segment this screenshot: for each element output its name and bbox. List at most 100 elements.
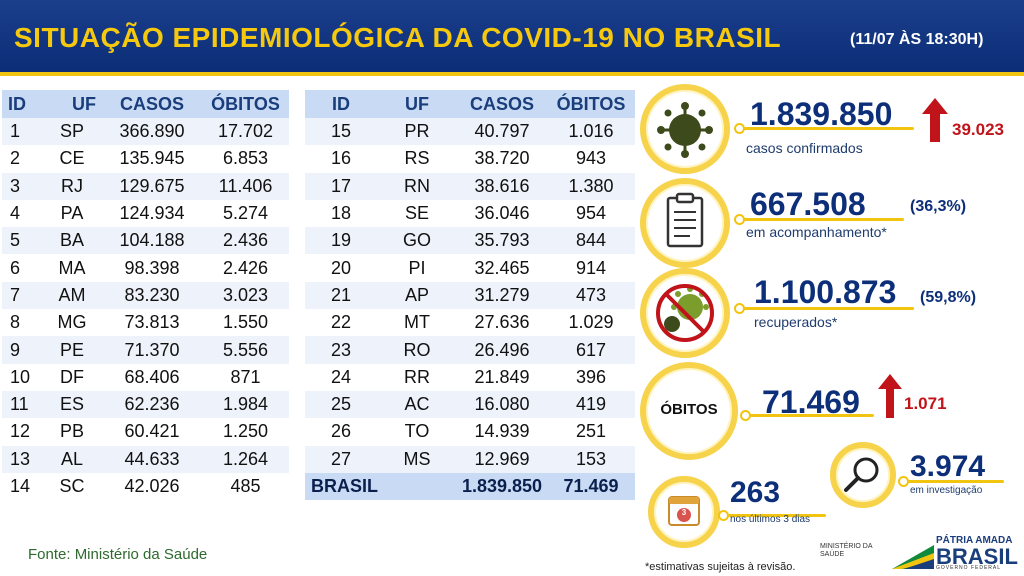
row-cases: 36.046 — [457, 199, 547, 228]
row-cases: 124.934 — [102, 199, 202, 228]
row-deaths: 914 — [547, 254, 635, 282]
connector-line — [728, 514, 826, 517]
no-virus-icon — [656, 284, 714, 342]
table-row: 22 MT 27.636 1.029 — [305, 309, 635, 337]
ministry-logo: MINISTÉRIO DA SAÚDE — [820, 543, 873, 558]
recovered-percent: (59,8%) — [920, 289, 977, 306]
row-deaths: 871 — [202, 363, 289, 391]
row-id: 16 — [305, 145, 377, 173]
row-cases: 21.849 — [457, 363, 547, 391]
row-uf: MT — [377, 309, 457, 337]
row-id: 24 — [305, 363, 377, 391]
row-cases: 44.633 — [102, 445, 202, 473]
row-deaths: 617 — [547, 336, 635, 364]
table-row: 7 AM 83.230 3.023 — [2, 281, 289, 310]
row-uf: BA — [42, 227, 102, 255]
table-row: 21 AP 31.279 473 — [305, 281, 635, 310]
confirmed-circle — [640, 84, 730, 174]
row-uf: RO — [377, 336, 457, 364]
row-uf: RJ — [42, 172, 102, 200]
col-id: ID — [305, 90, 377, 118]
col-deaths: ÓBITOS — [547, 90, 635, 118]
page-title: SITUAÇÃO EPIDEMIOLÓGICA DA COVID-19 NO B… — [14, 22, 782, 53]
row-deaths: 17.702 — [202, 118, 289, 146]
row-id: 9 — [2, 336, 42, 364]
table-row: 11 ES 62.236 1.984 — [2, 390, 289, 419]
row-uf: RR — [377, 363, 457, 391]
row-deaths: 3.023 — [202, 281, 289, 310]
row-id: 18 — [305, 199, 377, 228]
deaths-value: 71.469 — [762, 384, 860, 420]
deaths-delta: 1.071 — [904, 394, 947, 413]
row-cases: 83.230 — [102, 281, 202, 310]
table-row: 20 PI 32.465 914 — [305, 254, 635, 282]
row-deaths: 954 — [547, 199, 635, 228]
row-id: 4 — [2, 199, 42, 228]
row-id: 17 — [305, 172, 377, 200]
row-uf: SP — [42, 118, 102, 146]
row-id: 20 — [305, 254, 377, 282]
recovered-value: 1.100.873 — [754, 274, 897, 310]
row-uf: PA — [42, 199, 102, 228]
table-row: 1 SP 366.890 17.702 — [2, 118, 289, 146]
total-label: BRASIL — [305, 472, 457, 501]
table-header-row: ID UF CASOS ÓBITOS — [305, 90, 635, 118]
clipboard-icon — [666, 192, 704, 248]
row-deaths: 1.250 — [202, 418, 289, 446]
row-cases: 104.188 — [102, 227, 202, 255]
calendar-number: 3 — [681, 508, 687, 517]
table-row: 18 SE 36.046 954 — [305, 199, 635, 228]
recovered-circle — [640, 268, 730, 358]
table-row: 8 MG 73.813 1.550 — [2, 309, 289, 337]
row-id: 22 — [305, 309, 377, 337]
row-id: 23 — [305, 336, 377, 364]
row-deaths: 5.556 — [202, 336, 289, 364]
row-uf: MS — [377, 445, 457, 473]
row-id: 6 — [2, 254, 42, 282]
row-id: 15 — [305, 118, 377, 146]
states-table-right: ID UF CASOS ÓBITOS 15 PR 40.797 1.016 16 RS 38… — [305, 90, 635, 501]
row-deaths: 1.029 — [547, 309, 635, 337]
total-deaths: 71.469 — [547, 472, 635, 501]
row-id: 2 — [2, 145, 42, 173]
row-id: 21 — [305, 281, 377, 310]
row-deaths: 2.426 — [202, 254, 289, 282]
connector-line — [744, 307, 914, 310]
confirmed-value: 1.839.850 — [750, 96, 893, 132]
last3days-value: 263 — [730, 476, 781, 509]
row-cases: 129.675 — [102, 172, 202, 200]
table-row: 23 RO 26.496 617 — [305, 336, 635, 364]
row-cases: 12.969 — [457, 445, 547, 473]
brand-name: BRASIL — [936, 544, 1018, 569]
footnote: *estimativas sujeitas à revisão. — [645, 561, 796, 573]
col-uf: UF — [377, 90, 457, 118]
col-deaths: ÓBITOS — [202, 90, 289, 118]
row-deaths: 1.550 — [202, 309, 289, 337]
row-cases: 27.636 — [457, 309, 547, 337]
row-deaths: 844 — [547, 227, 635, 255]
row-id: 8 — [2, 309, 42, 337]
row-id: 26 — [305, 418, 377, 446]
row-cases: 135.945 — [102, 145, 202, 173]
brazil-flag-icon — [892, 545, 934, 569]
row-id: 11 — [2, 390, 42, 419]
confirmed-label: casos confirmados — [746, 140, 863, 156]
row-cases: 62.236 — [102, 390, 202, 419]
row-cases: 71.370 — [102, 336, 202, 364]
brand-subtitle: GOVERNO FEDERAL — [936, 565, 1002, 571]
table-row: 27 MS 12.969 153 — [305, 445, 635, 473]
row-uf: SC — [42, 472, 102, 501]
table-row: 26 TO 14.939 251 — [305, 418, 635, 446]
total-cases: 1.839.850 — [457, 472, 547, 501]
row-id: 25 — [305, 390, 377, 419]
connector-line — [750, 414, 874, 417]
row-deaths: 943 — [547, 145, 635, 173]
row-cases: 31.279 — [457, 281, 547, 310]
monitoring-percent: (36,3%) — [910, 198, 967, 215]
connector-line — [744, 218, 904, 221]
total-row: BRASIL 1.839.850 71.469 — [305, 472, 635, 501]
government-brand: PÁTRIA AMADA BRASIL GOVERNO FEDERAL — [892, 535, 1018, 571]
col-cases: CASOS — [102, 90, 202, 118]
magnifier-icon — [844, 457, 879, 492]
row-uf: GO — [377, 227, 457, 255]
